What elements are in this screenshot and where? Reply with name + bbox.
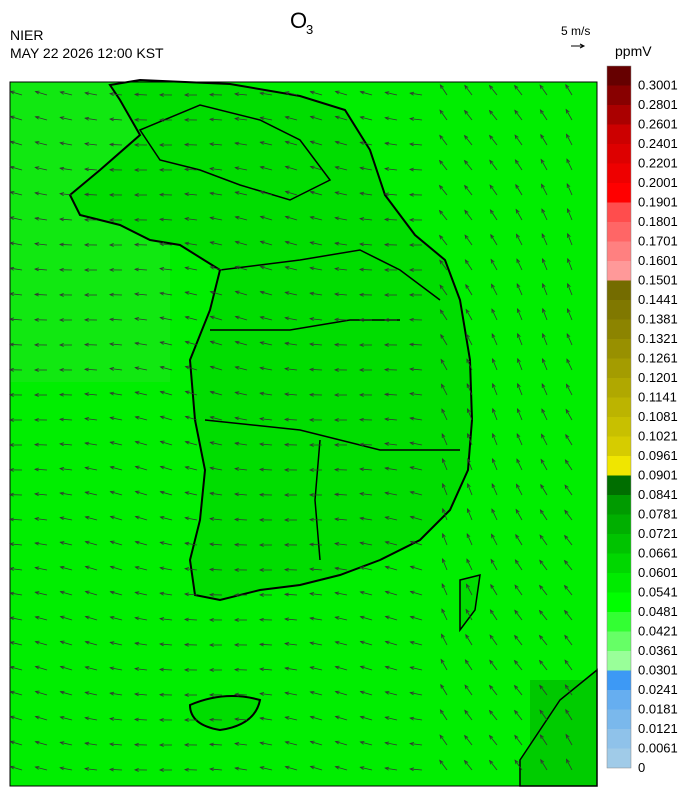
colorbar-box bbox=[607, 164, 631, 184]
colorbar-label: 0.1021 bbox=[638, 429, 678, 444]
colorbar-label: 0.0361 bbox=[638, 643, 678, 658]
colorbar-label: 0.1701 bbox=[638, 234, 678, 249]
colorbar-box bbox=[607, 573, 631, 593]
colorbar-label: 0.0241 bbox=[638, 682, 678, 697]
colorbar-label: 0.0121 bbox=[638, 721, 678, 736]
colorbar-label: 0.0181 bbox=[638, 702, 678, 717]
colorbar-label: 0.0781 bbox=[638, 507, 678, 522]
agency: NIER bbox=[10, 27, 43, 43]
colorbar-box bbox=[607, 242, 631, 262]
colorbar-label: 0.1321 bbox=[638, 331, 678, 346]
colorbar-label: 0.0721 bbox=[638, 526, 678, 541]
colorbar-box bbox=[607, 710, 631, 730]
colorbar-label: 0.1801 bbox=[638, 214, 678, 229]
colorbar-box bbox=[607, 320, 631, 340]
colorbar-label: 0.2801 bbox=[638, 97, 678, 112]
colorbar-box bbox=[607, 729, 631, 749]
colorbar-box bbox=[607, 86, 631, 106]
colorbar-box bbox=[607, 437, 631, 457]
colorbar-label: 0.2201 bbox=[638, 156, 678, 171]
colorbar-box bbox=[607, 378, 631, 398]
unit: ppmV bbox=[615, 43, 652, 59]
colorbar-box bbox=[607, 593, 631, 613]
colorbar-label: 0.0421 bbox=[638, 624, 678, 639]
colorbar-label: 0.1261 bbox=[638, 351, 678, 366]
colorbar: 0 0.0061 0.0121 0.0181 0.0241 0.0301 0.0361 0.0… bbox=[607, 66, 678, 775]
wind-scale-label: 5 m/s bbox=[561, 24, 590, 38]
colorbar-box bbox=[607, 203, 631, 223]
colorbar-box bbox=[607, 359, 631, 379]
colorbar-box bbox=[607, 105, 631, 125]
map bbox=[10, 80, 597, 786]
colorbar-label: 0.0901 bbox=[638, 468, 678, 483]
datetime: MAY 22 2026 12:00 KST bbox=[10, 45, 164, 61]
colorbar-box bbox=[607, 495, 631, 515]
colorbar-box bbox=[607, 476, 631, 496]
colorbar-box bbox=[607, 66, 631, 86]
colorbar-box bbox=[607, 398, 631, 418]
colorbar-box bbox=[607, 690, 631, 710]
colorbar-box bbox=[607, 222, 631, 242]
colorbar-box bbox=[607, 632, 631, 652]
colorbar-label: 0.1601 bbox=[638, 253, 678, 268]
colorbar-box bbox=[607, 281, 631, 301]
colorbar-label: 0.0301 bbox=[638, 663, 678, 678]
colorbar-label: 0.0481 bbox=[638, 604, 678, 619]
colorbar-box bbox=[607, 515, 631, 535]
colorbar-label: 0.1901 bbox=[638, 195, 678, 210]
colorbar-box bbox=[607, 183, 631, 203]
colorbar-box bbox=[607, 300, 631, 320]
colorbar-label: 0 bbox=[638, 760, 645, 775]
colorbar-box bbox=[607, 456, 631, 476]
colorbar-label: 0.1441 bbox=[638, 292, 678, 307]
colorbar-label: 0.3001 bbox=[638, 78, 678, 93]
colorbar-box bbox=[607, 339, 631, 359]
colorbar-label: 0.1201 bbox=[638, 370, 678, 385]
colorbar-box bbox=[607, 144, 631, 164]
colorbar-box bbox=[607, 261, 631, 281]
colorbar-label: 0.0841 bbox=[638, 487, 678, 502]
colorbar-label: 0.0601 bbox=[638, 565, 678, 580]
colorbar-label: 0.2601 bbox=[638, 117, 678, 132]
colorbar-label: 0.0061 bbox=[638, 741, 678, 756]
colorbar-label: 0.1501 bbox=[638, 273, 678, 288]
title-subscript: 3 bbox=[306, 22, 313, 37]
colorbar-label: 0.1141 bbox=[638, 390, 677, 405]
title: O bbox=[290, 8, 307, 33]
colorbar-box bbox=[607, 417, 631, 437]
colorbar-label: 0.2401 bbox=[638, 136, 678, 151]
colorbar-label: 0.0541 bbox=[638, 585, 678, 600]
colorbar-box bbox=[607, 554, 631, 574]
colorbar-box bbox=[607, 612, 631, 632]
colorbar-label: 0.1081 bbox=[638, 409, 678, 424]
colorbar-label: 0.1381 bbox=[638, 312, 678, 327]
colorbar-label: 0.0961 bbox=[638, 448, 678, 463]
colorbar-box bbox=[607, 651, 631, 671]
colorbar-label: 0.2001 bbox=[638, 175, 678, 190]
colorbar-label: 0.0661 bbox=[638, 546, 678, 561]
colorbar-box bbox=[607, 534, 631, 554]
colorbar-box bbox=[607, 125, 631, 145]
colorbar-box bbox=[607, 671, 631, 691]
colorbar-box bbox=[607, 749, 631, 769]
